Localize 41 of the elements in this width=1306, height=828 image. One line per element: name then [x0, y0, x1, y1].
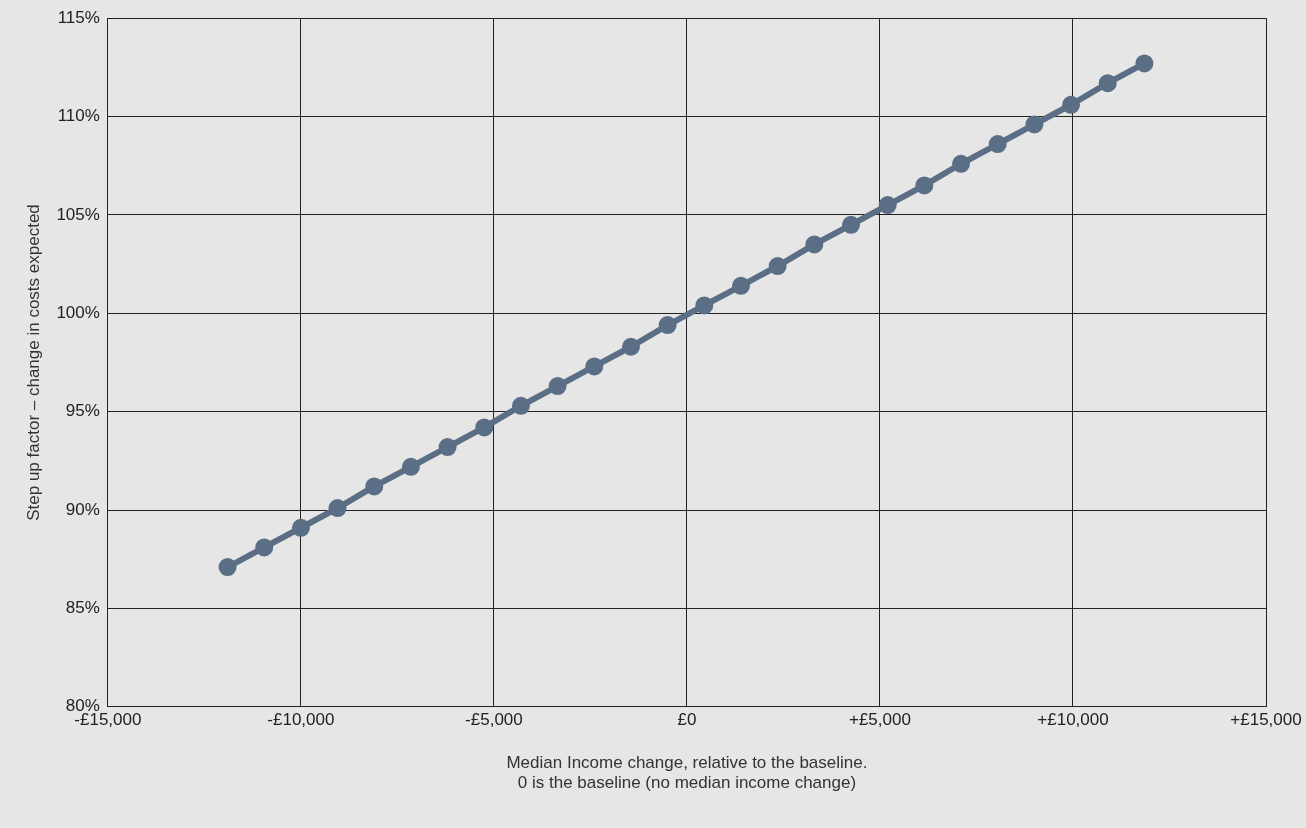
point	[621, 337, 640, 356]
y-tick-label: 110%	[57, 106, 100, 126]
point	[255, 538, 274, 557]
point	[952, 154, 971, 173]
point	[1025, 115, 1044, 134]
point	[291, 518, 310, 537]
point	[438, 438, 457, 457]
point	[218, 558, 237, 577]
point	[585, 357, 604, 376]
point	[401, 457, 420, 476]
y-tick-label: 115%	[57, 7, 100, 27]
point	[328, 499, 347, 518]
point	[365, 477, 384, 496]
point	[1098, 74, 1117, 93]
y-tick-label: 105%	[56, 204, 100, 224]
point	[731, 276, 750, 295]
point	[658, 316, 677, 335]
x-tick-label: -£5,000	[465, 709, 523, 729]
point	[548, 377, 567, 396]
point	[511, 396, 530, 415]
x-tick-label: +£5,000	[848, 709, 911, 729]
point	[475, 418, 494, 437]
point	[1062, 95, 1081, 114]
point	[878, 196, 897, 215]
y-tick-label: 100%	[56, 303, 100, 322]
y-axis-title: Step up factor – change in costs expected	[23, 204, 43, 521]
y-tick-label: 85%	[65, 598, 100, 618]
point	[695, 296, 714, 315]
x-tick-label: -£10,000	[267, 709, 335, 729]
x-tick-label: £0	[677, 709, 697, 729]
point	[842, 215, 861, 234]
point	[805, 235, 824, 254]
y-tick-label: 90%	[65, 499, 100, 519]
y-tick-label: 95%	[65, 401, 100, 421]
point	[768, 257, 787, 276]
point	[988, 135, 1007, 154]
x-tick-label: +£10,000	[1037, 709, 1109, 729]
point	[1135, 54, 1154, 73]
x-tick-label: +£15,000	[1230, 709, 1302, 729]
point	[915, 176, 934, 195]
x-axis-title: Median Income change, relative to the baseline. 0 is the baseline (no median income change)	[506, 753, 868, 793]
